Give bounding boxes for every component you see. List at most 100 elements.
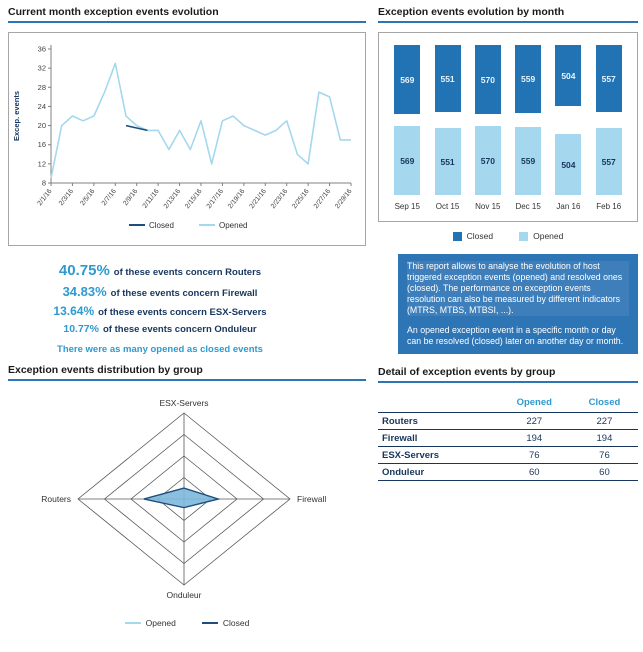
- column-header: Opened: [516, 397, 552, 408]
- closed-bar: 570: [474, 45, 501, 114]
- table-cell: Routers: [378, 412, 498, 430]
- legend-closed-label: Closed: [149, 221, 174, 230]
- x-tick-label: 2/29/16: [334, 188, 354, 210]
- table-cell: 76: [497, 446, 571, 464]
- bar-stack: 551 551: [434, 45, 461, 195]
- bar-stack: 569 569: [394, 45, 421, 195]
- radar-chart-title: Exception events distribution by group: [8, 364, 366, 381]
- bar-chart-box: 569 569 Sep 15 551 551 Oct 15 570 570 Nov 15 559 5…: [378, 32, 638, 222]
- bar-columns: 569 569 Sep 15 551 551 Oct 15 570 570 Nov 15 559 5…: [383, 45, 633, 211]
- x-tick-label: 2/21/16: [248, 188, 268, 210]
- bar-column: 570 570 Nov 15: [472, 45, 504, 211]
- bar-gap: [555, 106, 581, 134]
- opened-bar: 557: [595, 128, 622, 195]
- stat-firewall-pct: 34.83%: [62, 284, 107, 299]
- stat-esx: 13.64% of these events concern ESX-Server…: [14, 304, 306, 318]
- bar-gap: [475, 114, 501, 126]
- panel-line-chart: Current month exception events evolution…: [8, 6, 366, 246]
- closed-swatch-icon: [452, 231, 462, 241]
- x-tick-label: 2/13/16: [163, 188, 183, 210]
- radar-chart-svg: ESX-Servers Firewall Onduleur Routers: [41, 398, 326, 600]
- table-cell: 60: [497, 463, 571, 481]
- table-cell: 227: [497, 412, 571, 430]
- line-chart-title: Current month exception events evolution: [8, 6, 366, 23]
- bar-legend-closed-label: Closed: [466, 231, 494, 241]
- closed-line-swatch-icon: [201, 622, 218, 624]
- radar-axis-label: Firewall: [297, 494, 326, 504]
- radar-closed-polygon: [143, 487, 221, 509]
- bar-column: 557 557 Feb 16: [593, 45, 625, 211]
- detail-table-body: Routers 227 227 Firewall 194 194 ESX-Servers 76…: [378, 412, 638, 481]
- bar-legend: Closed Opened: [378, 231, 638, 241]
- table-cell: 60: [570, 463, 638, 481]
- line-chart-box: 8 12 16 20 24 28 32 36 2/1/16 2/3/16 2/5/16 2/7/16 2…: [8, 32, 366, 246]
- table-cell: 194: [570, 429, 638, 447]
- x-tick-label: 2/27/16: [313, 188, 333, 210]
- bar-category-label: Feb 16: [596, 202, 622, 211]
- bar-stack: 559 559: [515, 45, 542, 195]
- series-opened-line: [50, 62, 351, 179]
- stat-routers-pct: 40.75%: [58, 262, 110, 279]
- bar-category-label: Nov 15: [475, 202, 501, 211]
- y-tick-label: 32: [38, 64, 46, 73]
- stat-firewall-text: of these events concern Firewall: [110, 288, 258, 299]
- bar-column: 504 504 Jan 16: [552, 45, 584, 211]
- series-closed-line: [125, 124, 148, 132]
- info-box: This report allows to analyse the evolut…: [398, 254, 638, 354]
- opened-bar: 559: [515, 127, 542, 195]
- closed-bar: 551: [434, 45, 461, 112]
- y-tick-label: 24: [38, 102, 46, 111]
- bar-column: 559 559 Dec 15: [512, 45, 544, 211]
- bar-gap: [435, 112, 461, 128]
- x-tick-label: 2/23/16: [270, 188, 290, 210]
- radar-legend-closed-label: Closed: [222, 618, 250, 628]
- table-row: Routers 227 227: [378, 412, 638, 430]
- bar-stack: 570 570: [474, 45, 501, 195]
- opened-bar: 569: [394, 126, 421, 195]
- radar-legend-closed: Closed: [201, 618, 250, 628]
- stat-onduleur: 10.77% of these events concern Onduleur: [14, 323, 306, 335]
- bar-gap: [596, 112, 622, 128]
- x-tick-label: 2/3/16: [58, 188, 75, 207]
- table-cell: ESX-Servers: [378, 446, 498, 464]
- table-cell: 227: [570, 412, 638, 430]
- y-tick-label: 12: [38, 159, 46, 168]
- stat-footer: There were as many opened as closed even…: [57, 344, 263, 355]
- bar-category-label: Oct 15: [435, 202, 460, 211]
- closed-bar: 504: [555, 45, 582, 106]
- x-tick-label: 2/5/16: [79, 188, 96, 207]
- stat-onduleur-text: of these events concern Onduleur: [103, 324, 257, 335]
- y-tick-label: 20: [38, 121, 46, 130]
- y-tick-label: 16: [38, 140, 46, 149]
- x-tick-label: 2/25/16: [291, 188, 311, 210]
- bar-category-label: Jan 16: [556, 202, 581, 211]
- opened-bar: 551: [434, 128, 461, 195]
- opened-bar: 504: [555, 134, 582, 195]
- radar-axis-label: ESX-Servers: [159, 398, 208, 408]
- x-tick-label: 2/11/16: [142, 188, 161, 210]
- table-row: ESX-Servers 76 76: [378, 446, 638, 464]
- stat-firewall: 34.83% of these events concern Firewall: [14, 284, 306, 299]
- radar-legend: Opened Closed: [8, 618, 366, 628]
- stat-routers-text: of these events concern Routers: [113, 267, 262, 278]
- table-cell: Firewall: [378, 429, 498, 447]
- x-tick-label: 2/15/16: [184, 188, 204, 210]
- legend-opened-label: Opened: [219, 221, 247, 230]
- info-paragraph-2: An opened exception event in a specific …: [407, 324, 624, 346]
- opened-swatch-icon: [519, 231, 529, 241]
- radar-opened-polygon: [143, 487, 221, 509]
- bar-column: 551 551 Oct 15: [432, 45, 464, 211]
- stat-onduleur-pct: 10.77%: [63, 323, 99, 335]
- panel-detail-table: Detail of exception events by group Open…: [378, 366, 638, 481]
- x-tick-label: 2/7/16: [101, 188, 118, 207]
- radar-axis-label: Routers: [41, 494, 71, 504]
- bar-column: 569 569 Sep 15: [391, 45, 423, 211]
- closed-bar: 557: [595, 45, 622, 112]
- stats-block: 40.75% of these events concern Routers 34…: [14, 262, 306, 355]
- stat-routers: 40.75% of these events concern Routers: [14, 262, 306, 279]
- detail-table-title: Detail of exception events by group: [378, 366, 638, 383]
- bar-category-label: Sep 15: [394, 202, 420, 211]
- x-tick-label: 2/17/16: [206, 188, 226, 210]
- table-row: Firewall 194 194: [378, 429, 638, 447]
